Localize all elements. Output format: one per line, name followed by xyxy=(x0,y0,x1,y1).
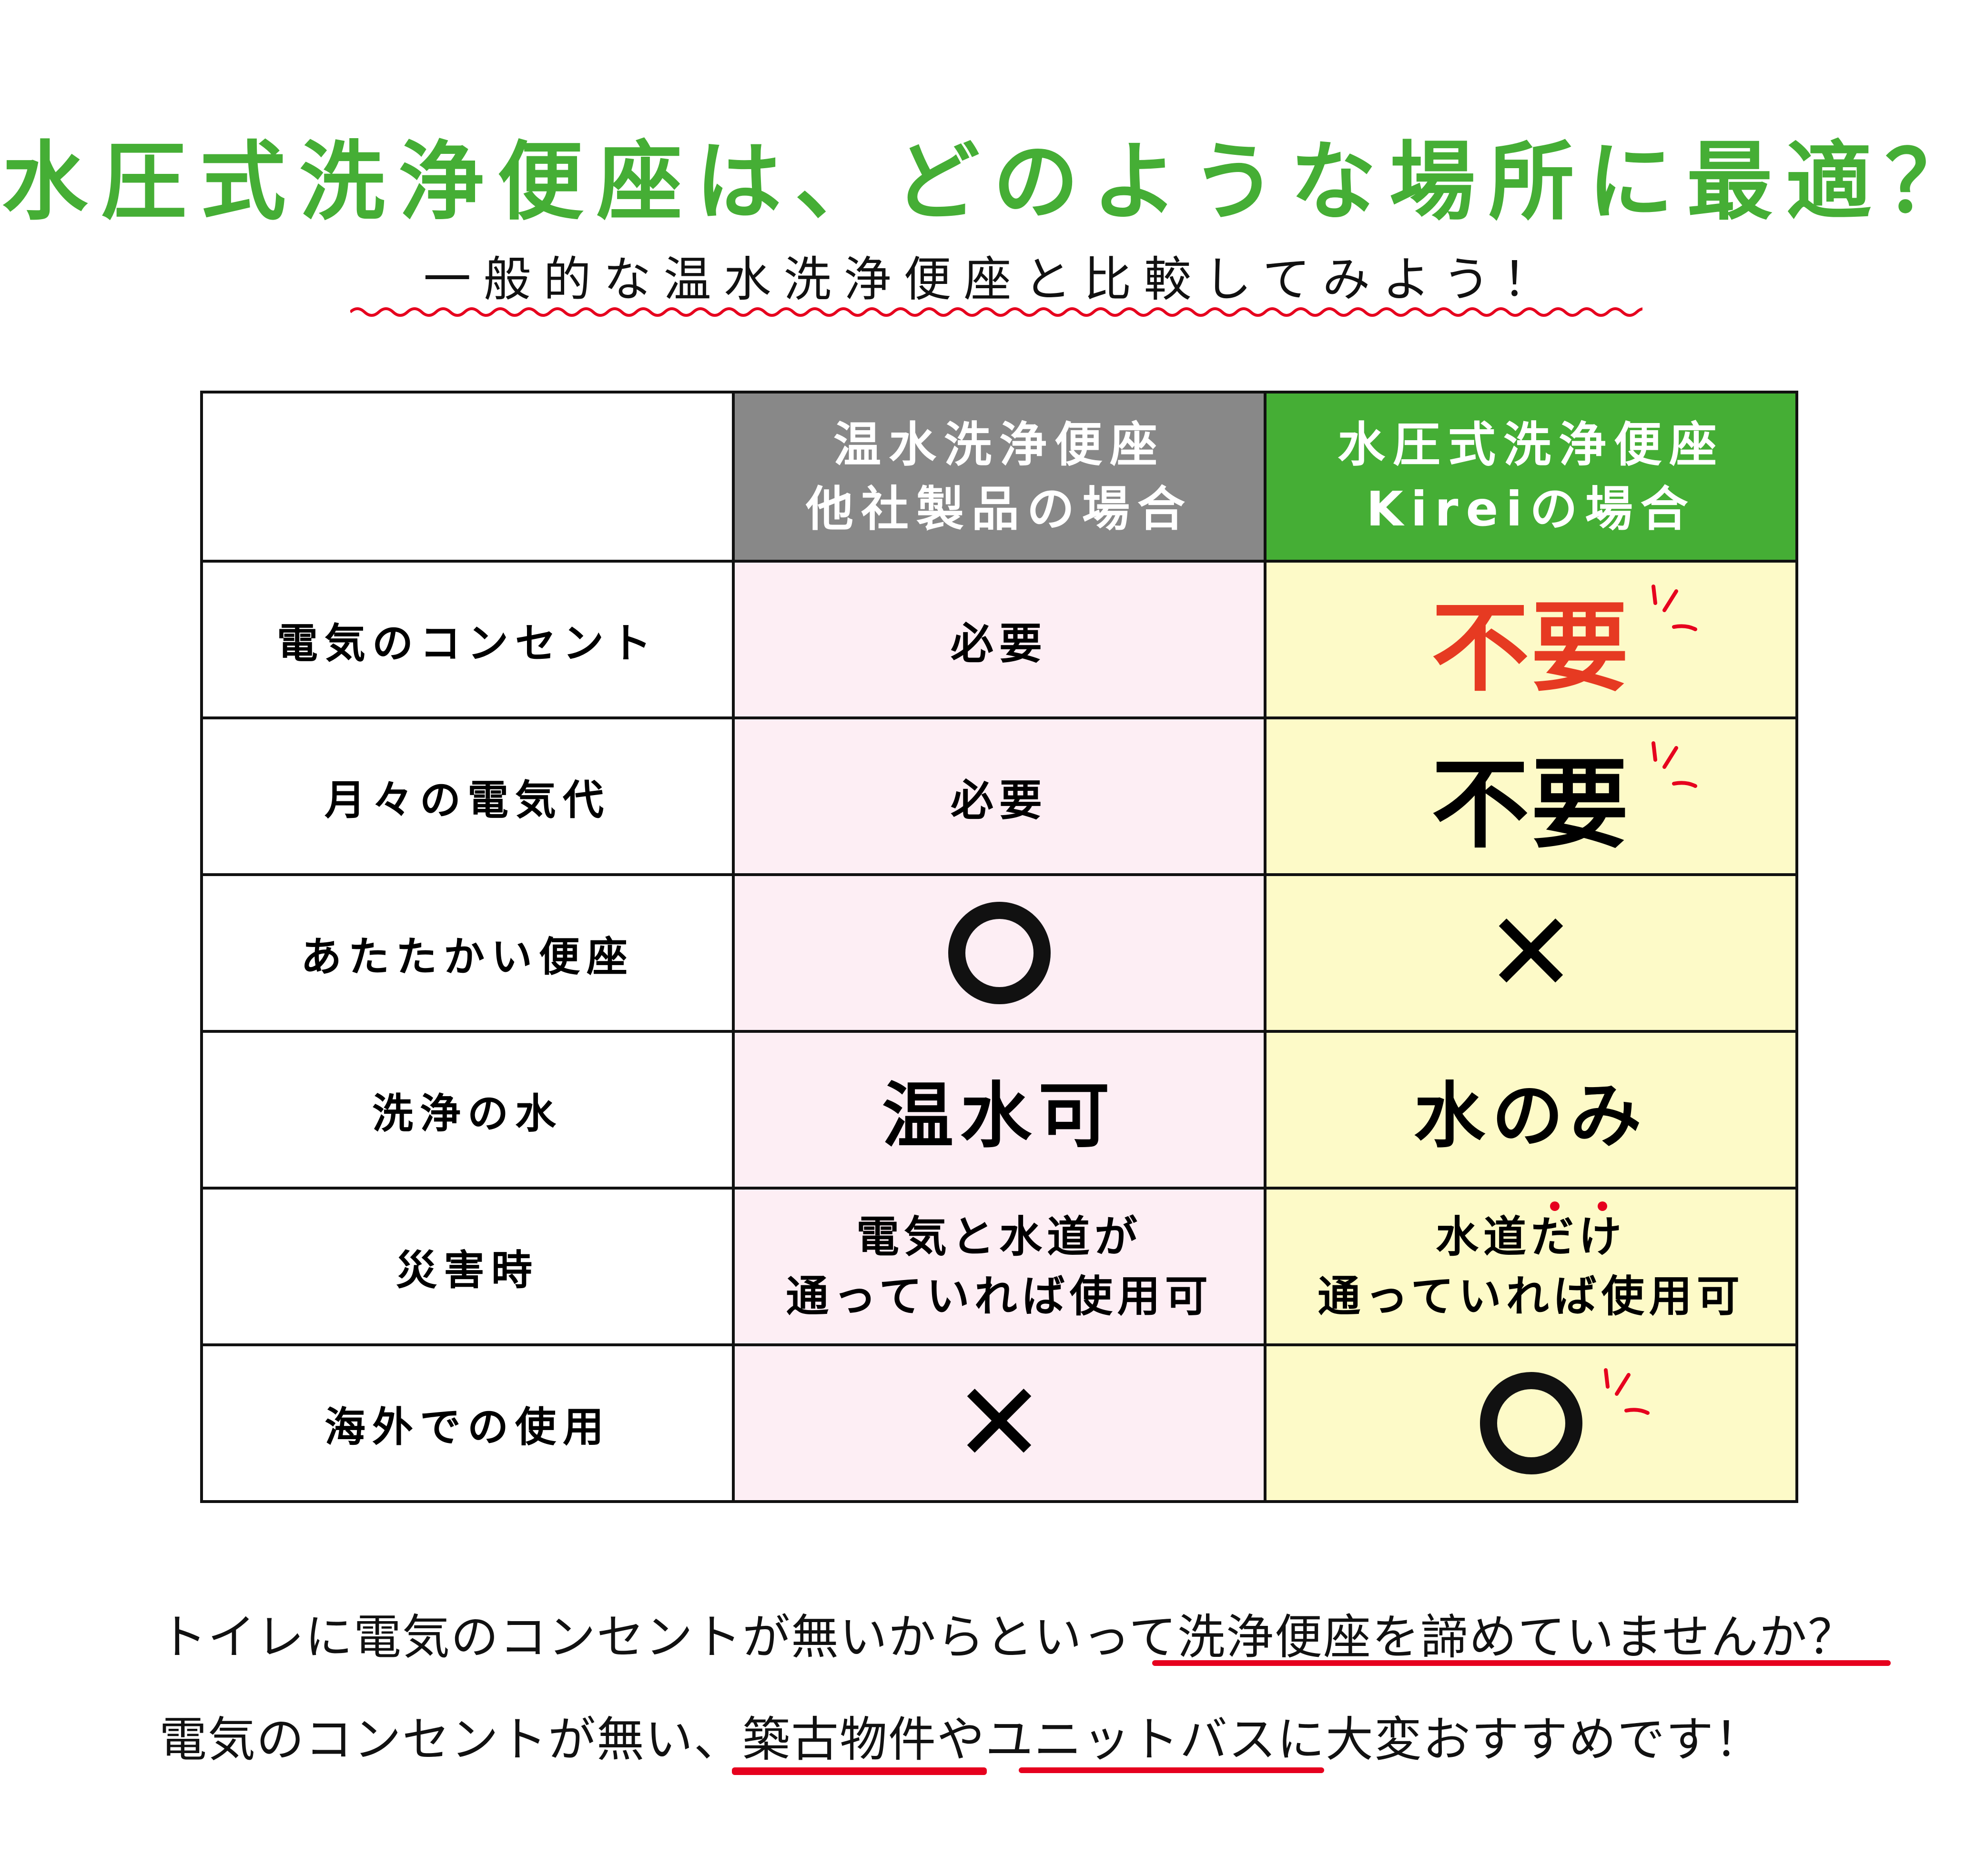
emphasis-marks-icon xyxy=(1652,741,1697,788)
red-underline xyxy=(732,1767,987,1775)
header-other-products: 温水洗浄便座 他社製品の場合 xyxy=(732,391,1267,563)
value-text: 水道 xyxy=(1436,1211,1531,1262)
note-line-1: トイレに電気のコンセントが無いからといって洗浄便座を諦めていませんか？ xyxy=(159,1609,1856,1665)
kirei-value-cell: ✕ xyxy=(1264,873,1798,1033)
other-value: 必要 xyxy=(732,716,1267,876)
red-underline xyxy=(1019,1767,1324,1773)
other-value: 温水可 xyxy=(732,1030,1267,1190)
value-line: 水道だけ xyxy=(1267,1207,1795,1267)
value-line: 電気と水道が xyxy=(856,1211,1142,1262)
emphasis-marks-icon xyxy=(1652,585,1697,631)
other-value-cell: ✕ xyxy=(732,1343,1267,1503)
header-line: Kireiの場合 xyxy=(1366,481,1696,537)
table-row: 電気のコンセント 必要 不要 xyxy=(200,560,1798,719)
row-label: 洗浄の水 xyxy=(200,1030,735,1190)
emphasis-dot-char: け xyxy=(1579,1211,1626,1262)
kirei-value-cell: 不要 xyxy=(1264,560,1798,719)
kirei-value: 水道だけ 通っていれば使用可 xyxy=(1264,1187,1798,1346)
table-row: 月々の電気代 必要 不要 xyxy=(200,716,1798,876)
header-line: 温水洗浄便座 xyxy=(833,416,1165,473)
cross-icon: ✕ xyxy=(953,1359,1045,1487)
kirei-value-cell xyxy=(1264,1343,1798,1503)
note-line-2: 電気のコンセントが無い、築古物件やユニットバスに大変おすすめです！ xyxy=(159,1712,1763,1767)
cross-icon: ✕ xyxy=(1485,889,1577,1017)
table-header-row: 温水洗浄便座 他社製品の場合 水圧式洗浄便座 Kireiの場合 xyxy=(200,391,1798,563)
page-title: 水圧式洗浄便座は、どのような場所に最適？ xyxy=(1,132,1984,232)
kirei-value: 不要 xyxy=(1431,748,1631,862)
kirei-value: 水のみ xyxy=(1264,1030,1798,1190)
table-row: 災害時 電気と水道が 通っていれば使用可 水道だけ 通っていれば使用可 xyxy=(200,1187,1798,1346)
wavy-underline xyxy=(350,307,1642,317)
red-underline xyxy=(1152,1660,1891,1666)
emphasis-marks-icon xyxy=(1604,1368,1650,1415)
header-kirei: 水圧式洗浄便座 Kireiの場合 xyxy=(1264,391,1798,563)
value-line: 通っていれば使用可 xyxy=(786,1271,1213,1321)
emphasis-dot-char: だ xyxy=(1531,1211,1579,1262)
kirei-value: 不要 xyxy=(1431,592,1631,705)
other-value-cell xyxy=(732,873,1267,1033)
table-row: 洗浄の水 温水可 水のみ xyxy=(200,1030,1798,1190)
table-row: 海外での使用 ✕ xyxy=(200,1343,1798,1503)
emphasized-text: だけ xyxy=(1531,1212,1626,1262)
row-label: あたたかい便座 xyxy=(200,873,735,1033)
other-value: 必要 xyxy=(732,560,1267,719)
header-line: 他社製品の場合 xyxy=(806,481,1193,537)
row-label: 電気のコンセント xyxy=(200,560,735,719)
kirei-value-cell: 不要 xyxy=(1264,716,1798,876)
comparison-table: 温水洗浄便座 他社製品の場合 水圧式洗浄便座 Kireiの場合 電気のコンセント 必… xyxy=(200,391,1798,1503)
header-line: 水圧式洗浄便座 xyxy=(1338,416,1724,473)
row-label: 災害時 xyxy=(200,1187,735,1346)
row-label: 月々の電気代 xyxy=(200,716,735,876)
page-subtitle: 一般的な温水洗浄便座と比較してみよう！ xyxy=(423,252,1563,307)
table-row: あたたかい便座 ✕ xyxy=(200,873,1798,1033)
header-empty-cell xyxy=(200,391,735,563)
circle-icon xyxy=(1479,1372,1582,1474)
circle-icon xyxy=(948,902,1051,1004)
row-label: 海外での使用 xyxy=(200,1343,735,1503)
value-line: 通っていれば使用可 xyxy=(1317,1271,1744,1321)
other-value: 電気と水道が通っていれば使用可 xyxy=(732,1187,1267,1346)
